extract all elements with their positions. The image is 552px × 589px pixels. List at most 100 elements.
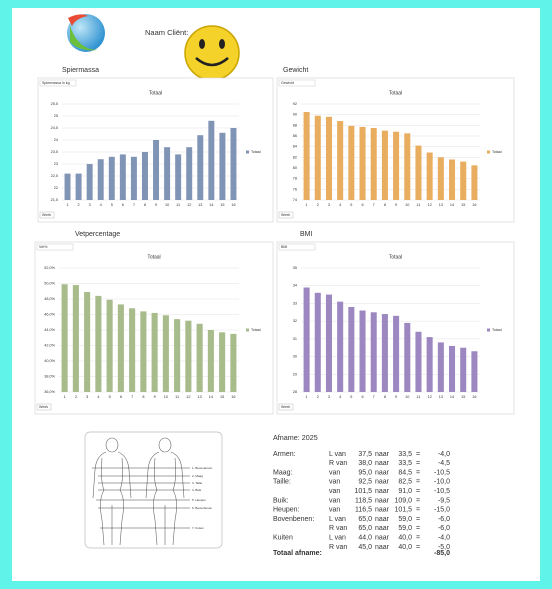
bar: [404, 133, 411, 200]
x-tick-label: 7: [133, 203, 135, 207]
y-tick-label: 78: [293, 177, 297, 181]
table-cell: -5,0: [438, 544, 450, 551]
y-tick-label: 82: [293, 155, 297, 159]
legend-swatch: [487, 150, 490, 154]
body-figure: [84, 431, 223, 549]
table-cell: 38,0: [358, 460, 372, 467]
x-tick-label: 2: [78, 203, 80, 207]
x-tick-label: 4: [339, 203, 341, 207]
table-cell: naar: [375, 479, 390, 486]
y-tick-label: 46,0%: [44, 313, 55, 317]
week-filter-label: Week: [39, 405, 48, 409]
chart-heading: Spiermassa: [62, 67, 99, 74]
chart-tag-box: [278, 243, 316, 251]
x-tick-label: 9: [395, 203, 397, 207]
y-tick-label: 31: [293, 337, 297, 341]
y-tick-label: 23: [54, 162, 58, 166]
week-filter[interactable]: [278, 211, 294, 219]
table-cell: van: [329, 488, 340, 495]
chart-heading: BMI: [300, 231, 313, 238]
y-tick-label: 76: [293, 187, 297, 191]
table-cell: 116,5: [355, 507, 372, 514]
y-tick-label: 40,0%: [44, 359, 55, 363]
table-cell: naar: [375, 507, 390, 514]
table-cell: 59,0: [398, 525, 412, 532]
x-tick-label: 15: [220, 395, 224, 399]
x-tick-label: 5: [109, 395, 111, 399]
bar: [185, 320, 192, 392]
table-cell: =: [416, 460, 420, 467]
client-label: Naam Cliënt:: [145, 28, 188, 37]
smiley: [184, 25, 240, 81]
week-filter-label: Week: [281, 213, 290, 217]
y-tick-label: 88: [293, 123, 297, 127]
bar: [415, 331, 422, 392]
y-tick-label: 90: [293, 113, 297, 117]
table-cell: =: [416, 469, 420, 476]
y-tick-label: 86: [293, 134, 297, 138]
table-cell: L van: [329, 516, 346, 523]
x-tick-label: 3: [89, 203, 91, 207]
y-tick-label: 35: [293, 266, 297, 270]
table-cell: =: [416, 479, 420, 486]
x-tick-label: 12: [428, 203, 432, 207]
bar: [196, 323, 203, 392]
table-cell: naar: [375, 451, 390, 458]
x-tick-label: 13: [198, 203, 202, 207]
x-tick-label: 1: [306, 395, 308, 399]
table-title: Afname: 2025: [273, 433, 318, 442]
table-cell: 40,0: [398, 535, 412, 542]
bar: [61, 284, 68, 392]
week-filter[interactable]: [36, 403, 52, 411]
table-cell: -15,0: [434, 507, 450, 514]
y-tick-label: 29: [293, 372, 297, 376]
x-tick-label: 3: [86, 395, 88, 399]
logo: [67, 14, 105, 52]
chart-tag-box: [39, 79, 77, 87]
bar: [303, 287, 310, 392]
x-tick-label: 9: [154, 395, 156, 399]
figure-label: 6. Bovenbenen: [192, 506, 213, 510]
x-tick-label: 4: [97, 395, 99, 399]
x-tick-label: 8: [384, 395, 386, 399]
table-cell: naar: [375, 497, 390, 504]
x-tick-label: 6: [361, 203, 363, 207]
week-filter[interactable]: [39, 211, 55, 219]
table-cell: 109,0: [394, 497, 412, 504]
week-filter[interactable]: [278, 403, 294, 411]
x-tick-label: 5: [350, 203, 352, 207]
chart-tag-box: [278, 79, 316, 87]
bar: [174, 319, 181, 392]
x-tick-label: 14: [450, 203, 454, 207]
x-tick-label: 14: [209, 203, 213, 207]
table-cell: van: [329, 479, 340, 486]
table-cell: naar: [375, 469, 390, 476]
x-tick-label: 6: [122, 203, 124, 207]
bar: [426, 337, 433, 392]
bar: [303, 112, 310, 200]
figure-label: 7. Kuiten: [192, 526, 204, 530]
y-tick-label: 24,5: [51, 126, 58, 130]
table-cell: 33,5: [398, 460, 412, 467]
chart-tag: Gewicht: [281, 81, 294, 85]
table-cell: 101,5: [354, 488, 372, 495]
bar: [449, 159, 456, 200]
x-tick-label: 2: [75, 395, 77, 399]
x-tick-label: 5: [350, 395, 352, 399]
legend-swatch: [246, 328, 249, 332]
x-tick-label: 7: [373, 395, 375, 399]
x-tick-label: 13: [439, 203, 443, 207]
table-cell: 37,5: [358, 451, 372, 458]
x-tick-label: 13: [198, 395, 202, 399]
bar: [117, 304, 124, 392]
bar: [314, 292, 321, 392]
bar: [426, 152, 433, 200]
figure-label: 4. Buik: [192, 488, 202, 492]
x-tick-label: 1: [66, 203, 68, 207]
bar: [230, 333, 237, 392]
bar: [162, 315, 169, 392]
bar: [370, 128, 377, 200]
x-tick-label: 9: [155, 203, 157, 207]
legend-swatch: [487, 328, 490, 332]
table-cell: =: [416, 516, 420, 523]
